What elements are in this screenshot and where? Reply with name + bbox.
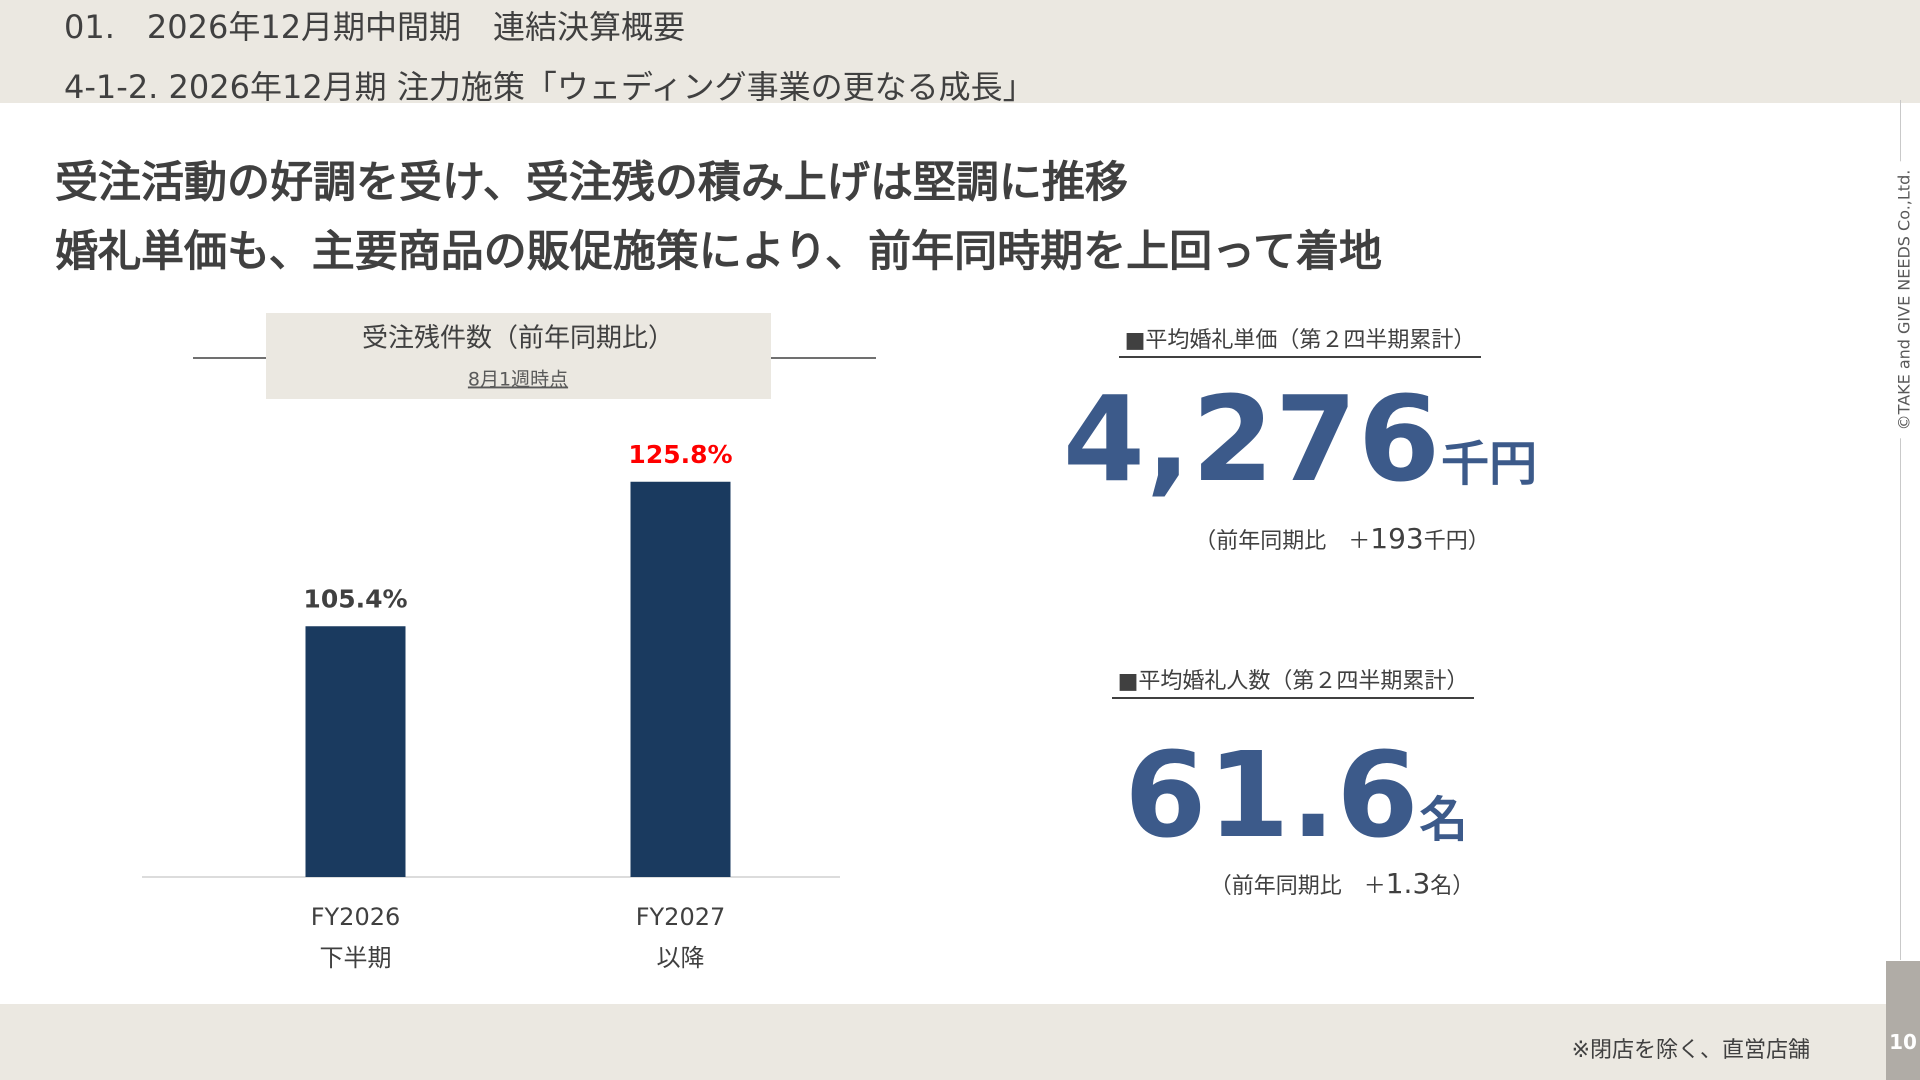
kpi-unit: 千円 xyxy=(1441,436,1538,492)
footer-band xyxy=(0,1004,1920,1080)
chart: 受注残件数（前年同期比） 8月1週時点 105.4% 125.8% xyxy=(142,313,876,878)
kpi-value-row: 61.6名 xyxy=(846,726,1746,864)
kpi-unit: 名 xyxy=(1419,792,1468,848)
chart-title: 受注残件数（前年同期比） xyxy=(362,324,674,354)
x-tick-label: FY2026 下半期 xyxy=(310,903,401,972)
x-tick-label: FY2027 以降 xyxy=(635,903,726,972)
kpi-label: ■平均婚礼単価（第２四半期累計） xyxy=(1118,322,1482,358)
value-label: 105.4% xyxy=(303,584,407,613)
headline: 婚礼単価も、主要商品の販促施策により、前年同時期を上回って着地 xyxy=(55,227,1382,277)
kpi-value-row: 4,276千円 xyxy=(850,370,1750,508)
note-value: 193 xyxy=(1370,522,1424,555)
kpi-label-row: ■平均婚礼単価（第２四半期累計） xyxy=(850,322,1750,358)
note-text: 千円） xyxy=(1423,529,1490,554)
page-number: 10 xyxy=(1889,1030,1917,1054)
note-text: （前年同期比 ＋ xyxy=(1194,529,1371,554)
kpi-label-row: ■平均婚礼人数（第２四半期累計） xyxy=(843,663,1743,699)
kpi-note: （前年同期比 ＋193千円） xyxy=(892,522,1792,555)
copyright: ©TAKE and GIVE NEEDS Co.,Ltd. xyxy=(1894,161,1914,439)
footnote: ※閉店を除く、直営店舗 xyxy=(1571,1038,1810,1063)
kpi-value: 4,276 xyxy=(1062,370,1442,508)
header-band xyxy=(0,0,1920,103)
bar xyxy=(305,626,406,877)
subsection-title: 4-1-2. 2026年12月期 注力施策「ウェディング事業の更なる成長」 xyxy=(64,68,1035,106)
kpi-note: （前年同期比 ＋1.3名） xyxy=(892,867,1792,900)
value-label: 125.8% xyxy=(628,440,732,469)
side-rule xyxy=(1900,100,1901,960)
kpi-label: ■平均婚礼人数（第２四半期累計） xyxy=(1111,663,1475,699)
chart-title-box xyxy=(266,313,771,399)
note-value: 1.3 xyxy=(1385,867,1431,900)
bar xyxy=(630,481,731,877)
page-tab xyxy=(1886,961,1920,1080)
note-text: （前年同期比 ＋ xyxy=(1209,874,1386,899)
section-title: 01. 2026年12月期中間期 連結決算概要 xyxy=(64,8,686,46)
chart-subtitle: 8月1週時点 xyxy=(468,369,568,391)
headline: 受注活動の好調を受け、受注残の積み上げは堅調に推移 xyxy=(55,158,1128,208)
note-text: 名） xyxy=(1430,874,1475,899)
kpi-value: 61.6 xyxy=(1124,726,1420,864)
